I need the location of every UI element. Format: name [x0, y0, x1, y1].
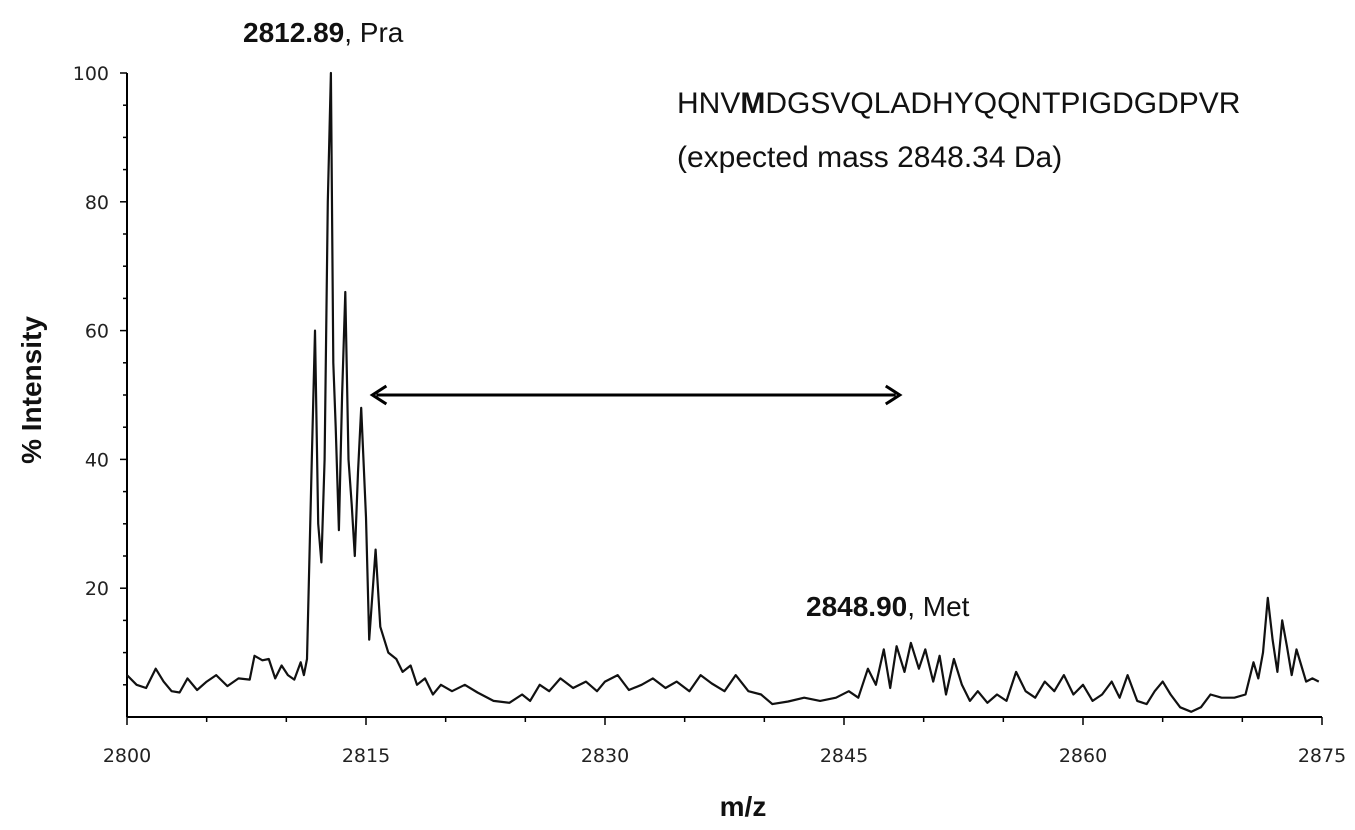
y-tick-label: 60: [85, 321, 109, 343]
y-tick-label: 100: [73, 63, 109, 85]
mass-shift-arrow: [369, 384, 903, 406]
y-axis-title: % Intensity: [16, 316, 47, 464]
arrow-head-left: [369, 384, 388, 406]
y-tick-label: 80: [85, 192, 109, 214]
x-tick-label: 2830: [581, 745, 629, 767]
y-tick-label: 40: [85, 449, 109, 471]
peptide-sequence: HNVMDGSVQLADHYQQNTPIGDGDPVR: [677, 87, 1240, 120]
x-axis-title: m/z: [720, 791, 767, 822]
x-tick-label: 2875: [1298, 745, 1346, 767]
x-tick-label: 2845: [820, 745, 868, 767]
axis-ticks: 20 40 60 80 100 2800 2815 2830 2845 2860 2875: [73, 63, 1346, 767]
expected-mass-note: (expected mass 2848.34 Da): [677, 141, 1062, 174]
x-tick-label: 2800: [103, 745, 151, 767]
spectrum-line: [126, 71, 1320, 713]
x-tick-label: 2860: [1059, 745, 1107, 767]
arrow-head-right: [884, 384, 903, 406]
x-tick-label: 2815: [342, 745, 390, 767]
y-tick-label: 20: [85, 578, 109, 600]
met-peak-label: 2848.90, Met: [806, 591, 970, 622]
pra-peak-label: 2812.89, Pra: [243, 17, 404, 48]
